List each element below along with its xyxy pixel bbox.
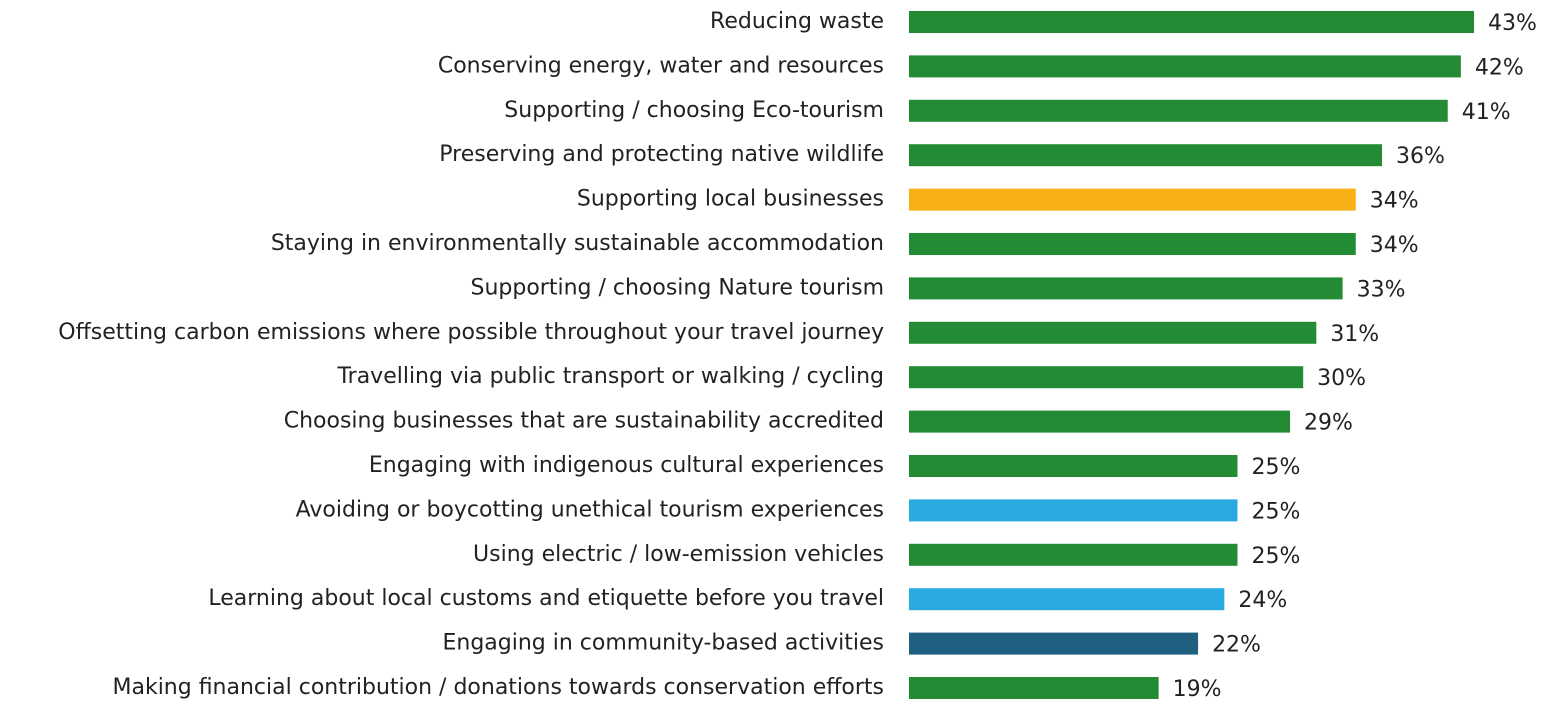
bar [909,632,1199,655]
value-label: 30% [1317,366,1366,391]
category-label: Supporting / choosing Eco-tourism [504,98,884,123]
bar [909,366,1304,389]
category-label: Using electric / low-emission vehicles [473,542,884,567]
category-label: Supporting local businesses [577,187,884,212]
bar [909,677,1159,699]
bar [909,188,1356,211]
category-label: Supporting / choosing Nature tourism [471,275,885,300]
category-label: Engaging with indigenous cultural experi… [369,453,884,478]
category-label: Avoiding or boycotting unethical tourism… [296,497,884,522]
category-label: Reducing waste [710,9,884,34]
value-label: 22% [1212,633,1261,658]
value-label: 25% [1251,455,1300,480]
bar [909,11,1474,33]
category-label: Staying in environmentally sustainable a… [271,231,884,256]
value-label: 29% [1304,411,1353,436]
bar [909,499,1238,522]
bar [909,410,1291,433]
category-label: Choosing businesses that are sustainabil… [284,409,884,434]
category-label: Making financial contribution / donation… [112,675,884,700]
bar [909,99,1448,122]
bar [909,55,1461,78]
bar [909,277,1343,300]
value-label: 34% [1370,233,1419,258]
category-label: Offsetting carbon emissions where possib… [58,320,884,345]
value-label: 19% [1173,677,1222,702]
category-label: Learning about local customs and etiquet… [208,586,884,611]
value-label: 25% [1251,544,1300,569]
value-label: 34% [1370,189,1419,214]
category-label: Engaging in community-based activities [442,631,884,656]
value-label: 43% [1488,11,1537,36]
value-label: 36% [1396,144,1445,169]
value-label: 31% [1330,322,1379,347]
value-label: 25% [1251,499,1300,524]
bar [909,588,1225,611]
category-label: Preserving and protecting native wildlif… [439,142,884,167]
value-label: 42% [1475,55,1524,80]
value-label: 24% [1238,588,1287,613]
bar [909,455,1238,477]
value-label: 33% [1357,277,1406,302]
bar [909,144,1383,167]
category-label: Conserving energy, water and resources [438,53,884,78]
category-label: Travelling via public transport or walki… [336,364,884,389]
bar [909,233,1356,255]
bar [909,321,1317,344]
value-label: 41% [1462,100,1511,125]
bar [909,543,1238,566]
